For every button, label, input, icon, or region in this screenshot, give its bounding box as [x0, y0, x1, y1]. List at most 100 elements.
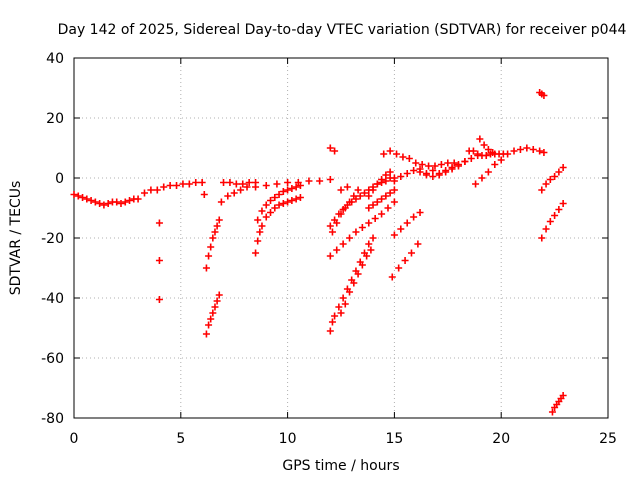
data-point — [245, 179, 253, 186]
data-point — [83, 195, 91, 203]
data-point — [333, 246, 341, 254]
series-sat-r — [365, 168, 394, 200]
data-point — [126, 197, 134, 204]
data-point — [472, 180, 480, 188]
data-point — [352, 228, 360, 236]
data-point — [390, 177, 398, 185]
data-point — [335, 303, 343, 311]
series-sat-v — [390, 209, 424, 239]
data-point — [365, 219, 373, 227]
data-point — [474, 150, 482, 158]
x-tick-label: 10 — [279, 431, 297, 447]
series-sat-ab — [536, 89, 548, 99]
data-point — [104, 200, 112, 207]
data-point — [326, 176, 334, 183]
data-point — [316, 177, 324, 185]
data-point — [262, 182, 270, 189]
y-tick-label: -60 — [41, 351, 64, 367]
data-point — [326, 252, 334, 260]
data-point — [350, 279, 358, 287]
series-sat-j — [252, 194, 304, 257]
data-point — [382, 171, 390, 179]
data-point — [341, 300, 349, 308]
data-point — [326, 327, 334, 335]
data-point — [328, 228, 336, 236]
series-sat-ad — [538, 200, 567, 242]
data-point — [431, 162, 439, 170]
data-point — [326, 222, 334, 230]
data-point — [399, 153, 407, 161]
data-point — [354, 186, 362, 194]
data-point — [232, 180, 240, 188]
data-point — [284, 186, 292, 194]
data-point — [386, 147, 394, 155]
data-point — [365, 240, 373, 248]
data-point — [373, 180, 381, 188]
data-point — [516, 146, 524, 153]
data-point — [337, 210, 345, 218]
data-point — [200, 191, 208, 198]
y-tick-label: -80 — [41, 411, 64, 427]
series-sat-t — [380, 147, 458, 170]
data-point — [350, 192, 358, 200]
data-point — [252, 183, 260, 191]
data-point — [369, 201, 377, 209]
data-point — [328, 318, 336, 326]
data-point — [339, 294, 347, 302]
data-point — [202, 264, 210, 272]
x-axis-label: GPS time / hours — [282, 458, 399, 474]
data-point — [333, 219, 341, 227]
x-tick-label: 25 — [599, 431, 617, 447]
chart-title: Day 142 of 2025, Sidereal Day-to-day VTE… — [58, 22, 627, 38]
data-point — [220, 179, 228, 186]
data-point — [166, 182, 174, 189]
data-point — [205, 252, 213, 260]
x-tick-label: 15 — [385, 431, 403, 447]
data-point — [140, 189, 148, 197]
data-point — [215, 291, 223, 299]
data-point — [538, 186, 546, 194]
data-point — [491, 161, 499, 168]
data-point — [450, 159, 458, 167]
data-point — [504, 150, 512, 158]
data-point — [267, 209, 275, 216]
y-tick-label: -40 — [41, 291, 64, 307]
data-point — [358, 261, 366, 269]
series-sat-o — [328, 186, 362, 236]
data-point — [435, 170, 443, 177]
data-point — [489, 149, 497, 156]
data-point — [346, 288, 354, 296]
series-sat-aa — [472, 144, 548, 188]
data-point — [454, 161, 462, 168]
data-point — [384, 204, 392, 212]
data-point — [403, 219, 411, 227]
data-point — [390, 198, 398, 206]
data-point — [403, 170, 411, 177]
series-sat-h — [217, 176, 334, 206]
series-sat-ae — [548, 392, 567, 416]
data-point — [279, 188, 287, 195]
data-point — [418, 161, 426, 168]
data-point — [254, 237, 262, 245]
data-point — [407, 249, 415, 257]
data-point — [254, 216, 262, 224]
data-point — [390, 231, 398, 239]
data-point — [551, 173, 559, 180]
series-sat-s — [365, 186, 398, 212]
y-tick-label: 40 — [46, 51, 64, 67]
data-point — [339, 240, 347, 248]
data-point — [378, 195, 386, 203]
data-point — [211, 303, 219, 311]
data-point — [117, 200, 125, 207]
data-point — [96, 200, 104, 207]
series-sat-i — [254, 182, 304, 224]
data-point — [538, 234, 546, 242]
y-axis-label: SDTVAR / TECUs — [8, 181, 24, 296]
data-point — [386, 168, 394, 176]
data-point — [346, 198, 354, 206]
data-point — [373, 198, 381, 206]
data-point — [546, 218, 554, 225]
data-point — [371, 215, 379, 222]
x-tick-label: 0 — [70, 431, 79, 447]
data-point — [367, 246, 375, 254]
